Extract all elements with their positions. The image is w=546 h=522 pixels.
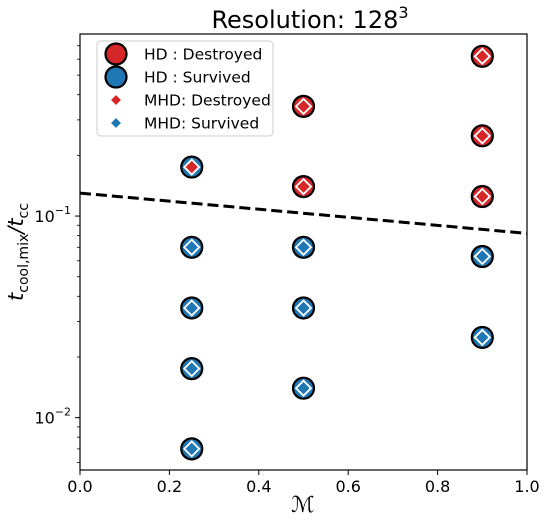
- legend-marker: [109, 93, 123, 107]
- legend: HD : Destroyed HD : Survived MHD: Destroye…: [96, 40, 274, 137]
- mhd-point: [473, 127, 492, 145]
- mhd-point: [182, 440, 201, 458]
- mhd-point: [294, 177, 313, 196]
- mhd-point: [473, 47, 492, 66]
- mhd-point: [182, 158, 201, 176]
- legend-marker: [104, 65, 128, 89]
- legend-marker: [104, 42, 128, 66]
- legend-label: HD : Survived: [144, 69, 251, 87]
- mhd-point: [473, 328, 492, 347]
- plot-area: [79, 44, 528, 461]
- x-tick-label: 0.6: [335, 477, 360, 496]
- mhd-point: [294, 97, 313, 116]
- legend-label: MHD: Destroyed: [144, 92, 271, 110]
- threshold-line: [79, 191, 528, 235]
- plot-frame: [79, 33, 528, 471]
- legend-frame: [96, 40, 274, 137]
- mhd-point: [294, 238, 313, 257]
- x-tick-label: 0.2: [157, 477, 182, 496]
- y-tick-label: 10−2: [34, 406, 71, 428]
- y-axis-label: tcool,mix/tcc: [4, 203, 32, 301]
- chart-title: Resolution: 1283: [211, 3, 408, 34]
- legend-marker: [109, 116, 123, 130]
- legend-label: HD : Destroyed: [144, 46, 262, 64]
- mhd-point: [182, 359, 201, 378]
- mhd-point: [182, 299, 201, 317]
- mhd-point: [473, 247, 492, 266]
- legend-label: MHD: Survived: [144, 115, 259, 133]
- mhd-point: [294, 379, 313, 397]
- mhd-point: [294, 299, 313, 317]
- x-tick-label: 1.0: [514, 477, 539, 496]
- y-tick-label: 10−1: [34, 204, 71, 226]
- x-tick-label: 0.8: [425, 477, 450, 496]
- axes: 0.0 0.2 0.4 0.6 0.8 1.0 10−2 10−1: [34, 45, 540, 496]
- mhd-point: [473, 187, 492, 206]
- x-axis-label: ℳ: [291, 493, 315, 518]
- mhd-point: [182, 238, 201, 257]
- x-tick-label: 0.0: [67, 477, 92, 496]
- x-tick-label: 0.4: [246, 477, 271, 496]
